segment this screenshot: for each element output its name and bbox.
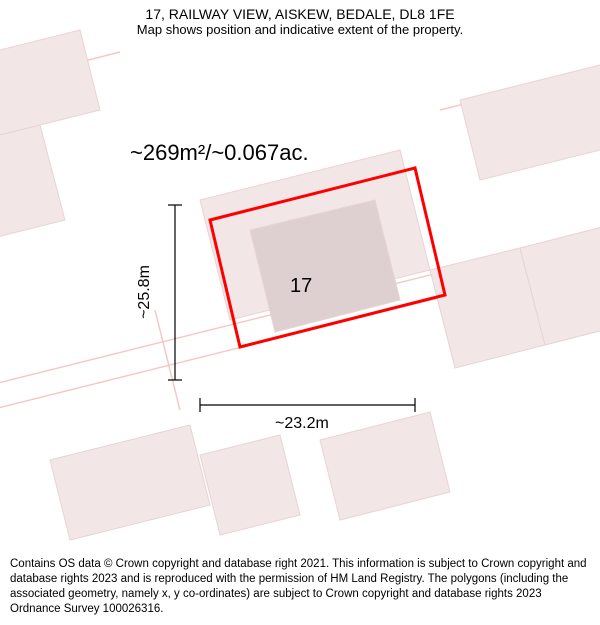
- address-title: 17, RAILWAY VIEW, AISKEW, BEDALE, DL8 1F…: [10, 6, 590, 22]
- map-svg: [0, 0, 600, 625]
- map-subtitle: Map shows position and indicative extent…: [10, 22, 590, 37]
- height-dimension-label: ~25.8m: [136, 265, 154, 319]
- plot-number-label: 17: [290, 275, 312, 298]
- area-label: ~269m²/~0.067ac.: [130, 140, 309, 166]
- copyright-footer: Contains OS data © Crown copyright and d…: [0, 551, 600, 625]
- header: 17, RAILWAY VIEW, AISKEW, BEDALE, DL8 1F…: [0, 0, 600, 39]
- width-dimension-label: ~23.2m: [275, 415, 329, 433]
